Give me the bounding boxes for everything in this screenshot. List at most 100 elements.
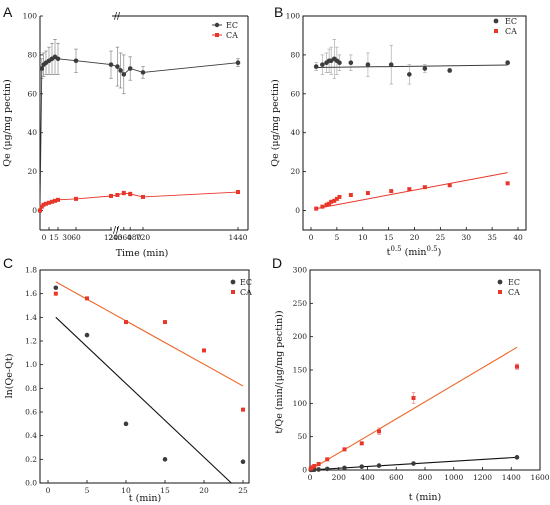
ca-point (241, 408, 245, 412)
axis-break-top: // (114, 12, 121, 22)
ec-point (411, 461, 416, 466)
y-tick-label: 250 (293, 299, 308, 308)
y-tick-label: 0 (32, 206, 37, 215)
legend-ca-marker-b (494, 29, 498, 33)
panel-a: A // // 020406080100 0 15 30 60 120240360480… (2, 4, 248, 259)
ec-point (389, 62, 394, 67)
x-tick-label: 15 (160, 486, 170, 495)
ec-fit-line (316, 65, 507, 68)
x-tick-label: 30 (461, 233, 471, 242)
ec-point (74, 58, 79, 63)
x-tick-label: 1400 (502, 473, 521, 482)
x-tick-label: 0 (46, 486, 51, 495)
ec-line (40, 57, 238, 211)
y-tick-label: 100 (286, 12, 301, 21)
legend-ec-label-d: EC (508, 278, 520, 287)
ca-point (343, 447, 347, 451)
ca-point (38, 209, 42, 213)
x-tick-label: 200 (332, 473, 347, 482)
x-tick-label: 400 (360, 473, 375, 482)
x-tick-label: 1000 (444, 473, 463, 482)
panel-c-xlabel: t (min) (129, 493, 161, 504)
x-tick-label: 0 (309, 233, 314, 242)
panel-c-legend: EC CA (231, 278, 253, 297)
ca-point (124, 320, 128, 324)
panel-b-x-ticks: 0 5 10 15 20 25 30 35 40 (309, 227, 523, 242)
y-tick-label: 40 (290, 128, 300, 137)
ca-point (312, 464, 316, 468)
ca-point (236, 190, 240, 194)
ca-point (109, 194, 113, 198)
legend-ec-marker-d (498, 280, 503, 285)
panel-d-legend: EC CA (498, 278, 521, 297)
ca-point (412, 396, 416, 400)
ca-point (56, 198, 60, 202)
x-tick-label: 10 (358, 233, 368, 242)
x-tick-label: 20 (410, 233, 420, 242)
ca-point (506, 181, 510, 185)
y-tick-label: 0.6 (25, 408, 37, 417)
ec-point (109, 62, 114, 67)
y-tick-label: 20 (27, 167, 37, 176)
legend-ca-label-a: CA (226, 31, 238, 40)
ca-point (407, 187, 411, 191)
y-tick-label: 0 (295, 206, 300, 215)
ca-fit-line (316, 173, 507, 209)
x-tick-label: 5 (85, 486, 90, 495)
ca-point (349, 193, 353, 197)
x-tick-label: 1600 (530, 473, 549, 482)
x-tick-label: 720 (136, 233, 151, 242)
panel-b-marks (314, 39, 510, 210)
ca-point (122, 191, 126, 195)
x-tick-label: 25 (436, 233, 446, 242)
ec-point (337, 60, 342, 65)
ca-fit-line (56, 282, 243, 386)
ca-line (40, 192, 238, 210)
ca-point (314, 207, 318, 211)
panel-letter-d: D (272, 255, 282, 271)
y-tick-label: 60 (27, 89, 37, 98)
ec-point (407, 72, 412, 77)
ec-fit-line (56, 317, 232, 483)
ec-point (342, 466, 347, 471)
legend-ca-marker-a (215, 33, 219, 37)
ec-point (163, 457, 168, 462)
x-tick-label: 0 (42, 233, 47, 242)
y-tick-label: 300 (293, 266, 308, 275)
ec-point (54, 285, 59, 290)
ca-point (377, 429, 381, 433)
y-tick-label: 100 (23, 12, 38, 21)
ca-point (389, 189, 393, 193)
panel-a-marks (38, 39, 241, 213)
x-tick-label: 25 (238, 486, 248, 495)
y-tick-label: 0.0 (25, 479, 37, 488)
ca-point (202, 348, 206, 352)
ec-point (128, 66, 133, 71)
y-tick-label: 0 (302, 466, 307, 475)
y-tick-label: 1.4 (25, 313, 37, 322)
panel-c-frame (40, 270, 249, 483)
panel-letter-b: B (274, 4, 283, 20)
y-tick-label: 0.8 (25, 384, 37, 393)
ec-point (141, 70, 146, 75)
panel-c-marks (54, 282, 246, 483)
ca-point (360, 441, 364, 445)
x-tick-label: 35 (487, 233, 497, 242)
x-tick-label: 1440 (228, 233, 247, 242)
y-tick-label: 0.4 (25, 431, 37, 440)
ec-point (515, 455, 520, 460)
ca-point (325, 457, 329, 461)
legend-ca-marker-c (231, 290, 235, 294)
legend-ec-marker-c (231, 280, 236, 285)
panel-letter-a: A (3, 4, 13, 20)
ec-point (118, 68, 123, 73)
ca-point (115, 193, 119, 197)
x-tick-label: 800 (418, 473, 433, 482)
x-tick-label: 1200 (473, 473, 492, 482)
ca-point (54, 292, 58, 296)
panel-c: C 0.0 0.2 0.4 0.6 0.8 1.0 1.2 1.4 1.6 1.8 0 5 10 15 2… (3, 255, 252, 504)
ec-point (122, 72, 127, 77)
ca-point (85, 296, 89, 300)
ec-point (85, 333, 90, 338)
ec-point (423, 66, 428, 71)
